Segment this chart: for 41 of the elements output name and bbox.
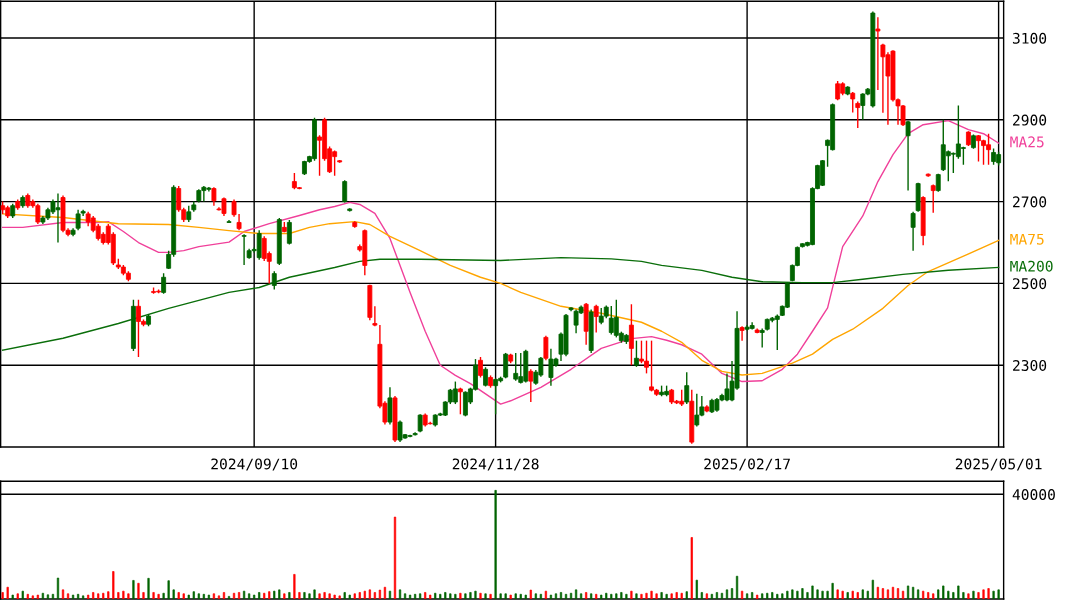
candlestick	[593, 303, 599, 334]
line-series	[1, 119, 1000, 405]
candlestick	[739, 325, 745, 342]
candlestick	[855, 100, 861, 129]
x-tick-label: 2024/11/28	[452, 458, 539, 471]
candlestick	[457, 387, 463, 415]
y-tick-label: 40000	[1012, 489, 1055, 501]
x-tick-label: 2025/02/17	[704, 458, 790, 471]
candlestick	[628, 303, 634, 366]
series-label: MA75	[1010, 233, 1044, 245]
line-series	[1, 256, 1000, 351]
series-label: MA25	[1010, 136, 1044, 148]
candlestick	[513, 352, 519, 382]
candlestick	[759, 327, 765, 349]
candlestick	[161, 272, 167, 295]
y-tick-label: 2300	[1013, 359, 1047, 371]
candlestick	[905, 119, 911, 192]
candlestick	[930, 183, 936, 214]
series-label: MA200	[1010, 260, 1053, 272]
candlestick	[493, 377, 499, 415]
candlestick	[910, 211, 916, 252]
candlestick	[503, 352, 509, 379]
line-series	[1, 213, 1000, 376]
candlestick	[478, 356, 483, 379]
candlestick	[694, 393, 700, 428]
candlestick	[211, 186, 217, 207]
x-tick-label: 2025/05/01	[955, 458, 1042, 471]
y-tick-label: 2700	[1013, 196, 1047, 208]
candlestick	[452, 380, 458, 405]
candlestick	[850, 91, 856, 114]
candlestick	[286, 219, 292, 246]
y-tick-label: 3100	[1012, 32, 1047, 44]
candlestick	[684, 371, 690, 405]
y-tick-label: 2900	[1013, 114, 1047, 126]
candlestick	[543, 335, 549, 361]
y-tick-label: 2500	[1013, 278, 1047, 290]
x-tick-label: 2024/09/10	[211, 458, 298, 471]
candlestick	[634, 339, 639, 368]
candlestick	[271, 270, 277, 291]
candlestick	[528, 368, 534, 403]
candlestick	[860, 92, 866, 121]
